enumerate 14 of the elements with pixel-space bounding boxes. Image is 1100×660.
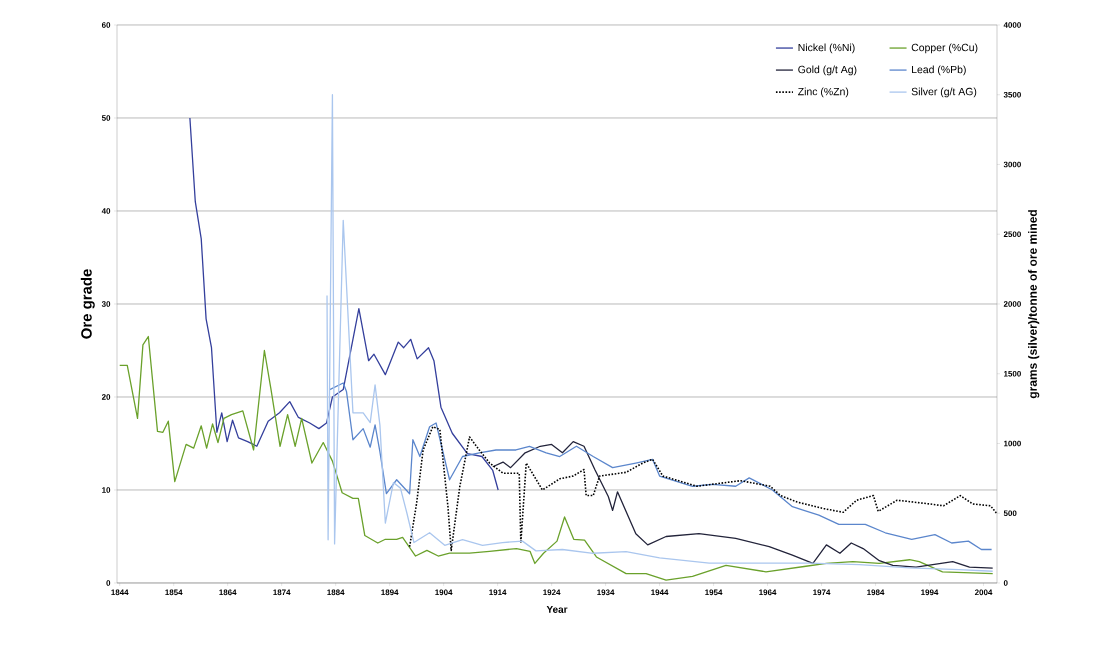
line-series bbox=[408, 425, 998, 552]
legend-label: Zinc (%Zn) bbox=[798, 87, 849, 98]
line-series bbox=[492, 440, 994, 569]
x-axis-title: Year bbox=[546, 605, 568, 613]
line-series bbox=[329, 382, 993, 551]
line-series bbox=[189, 117, 499, 491]
legend-label: Copper (%Cu) bbox=[911, 43, 978, 54]
y2-axis-title: grams (silver)/tonne of ore mined bbox=[1028, 210, 1040, 399]
legend-label: Gold (g/t Ag) bbox=[798, 65, 857, 76]
legend-label: Lead (%Pb) bbox=[912, 65, 966, 76]
y-axis-title: Ore grade bbox=[80, 269, 95, 339]
line-series bbox=[119, 335, 994, 581]
legend-label: Silver (g/t AG) bbox=[911, 87, 977, 98]
legend-label: Nickel (%Ni) bbox=[798, 43, 855, 54]
